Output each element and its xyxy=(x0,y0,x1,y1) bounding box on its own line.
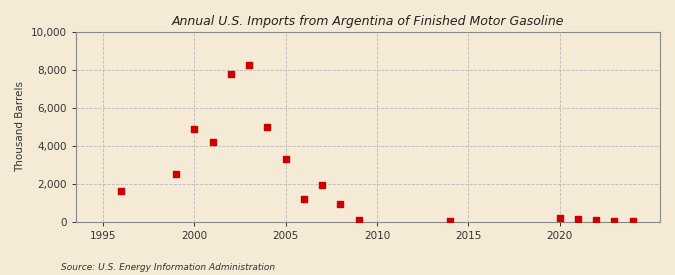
Point xyxy=(207,140,218,144)
Point xyxy=(317,183,327,187)
Point xyxy=(244,63,254,67)
Point xyxy=(335,202,346,206)
Point xyxy=(572,217,583,221)
Point xyxy=(591,218,601,222)
Point xyxy=(627,219,638,223)
Point xyxy=(262,125,273,129)
Title: Annual U.S. Imports from Argentina of Finished Motor Gasoline: Annual U.S. Imports from Argentina of Fi… xyxy=(171,15,564,28)
Point xyxy=(445,219,456,223)
Point xyxy=(280,157,291,161)
Point xyxy=(554,216,565,220)
Point xyxy=(225,72,236,76)
Y-axis label: Thousand Barrels: Thousand Barrels xyxy=(15,81,25,172)
Point xyxy=(609,219,620,223)
Point xyxy=(171,172,182,177)
Text: Source: U.S. Energy Information Administration: Source: U.S. Energy Information Administ… xyxy=(61,263,275,272)
Point xyxy=(116,189,127,194)
Point xyxy=(189,126,200,131)
Point xyxy=(353,218,364,222)
Point xyxy=(298,197,309,201)
